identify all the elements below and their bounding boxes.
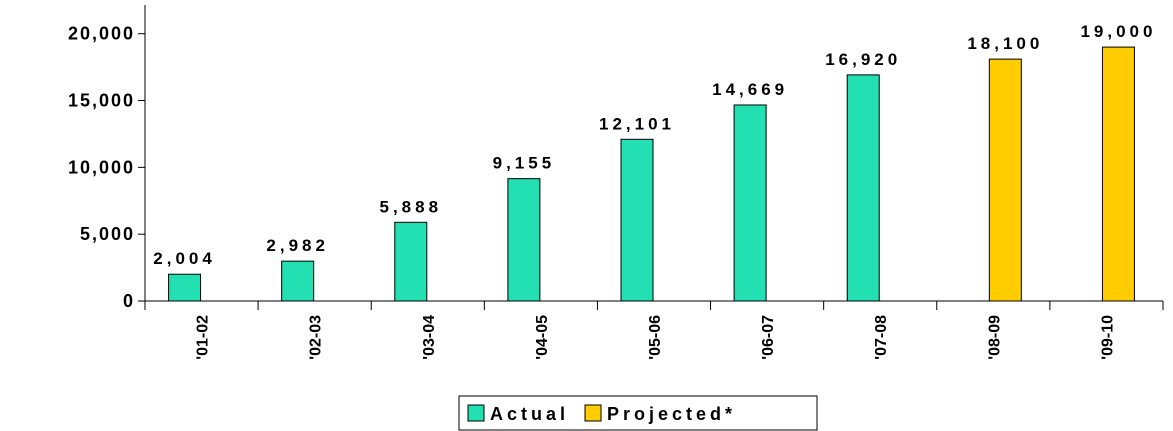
value-label: 9,155: [493, 154, 556, 173]
y-tick-label: 5,000: [80, 224, 135, 244]
value-label: 18,100: [967, 34, 1043, 53]
x-tick-label: '05-06: [647, 315, 664, 360]
bar: [168, 273, 202, 302]
x-tick-label: '04-05: [534, 315, 551, 360]
bar: [507, 178, 541, 302]
bar: [1101, 46, 1135, 302]
bar: [846, 74, 880, 302]
bar: [733, 104, 767, 302]
legend-box: [458, 395, 818, 431]
value-label: 5,888: [380, 197, 443, 216]
bar: [281, 260, 315, 302]
x-tick-label: '06-07: [760, 315, 777, 360]
value-label: 2,004: [153, 249, 216, 268]
y-tick-label: 10,000: [68, 157, 135, 177]
x-tick-label: '08-09: [986, 315, 1003, 360]
x-tick-label: '03-04: [421, 315, 438, 360]
legend-swatch: [584, 404, 602, 422]
bar: [620, 138, 654, 302]
bar: [394, 221, 428, 302]
bar: [988, 58, 1022, 302]
legend-label: Actual: [490, 404, 569, 424]
value-label: 16,920: [825, 50, 901, 69]
x-tick-label: '09-10: [1099, 315, 1116, 360]
value-label: 12,101: [599, 114, 675, 133]
x-tick-label: '07-08: [873, 315, 890, 360]
y-tick-label: 15,000: [68, 91, 135, 111]
legend-swatch: [467, 404, 485, 422]
y-tick-label: 20,000: [68, 24, 135, 44]
value-label: 14,669: [712, 80, 788, 99]
legend-label: Projected*: [607, 404, 736, 424]
value-label: 19,000: [1080, 22, 1156, 41]
x-tick-label: '02-03: [308, 315, 325, 360]
value-label: 2,982: [266, 236, 329, 255]
x-tick-label: '01-02: [195, 315, 212, 360]
y-tick-label: 0: [123, 291, 135, 311]
